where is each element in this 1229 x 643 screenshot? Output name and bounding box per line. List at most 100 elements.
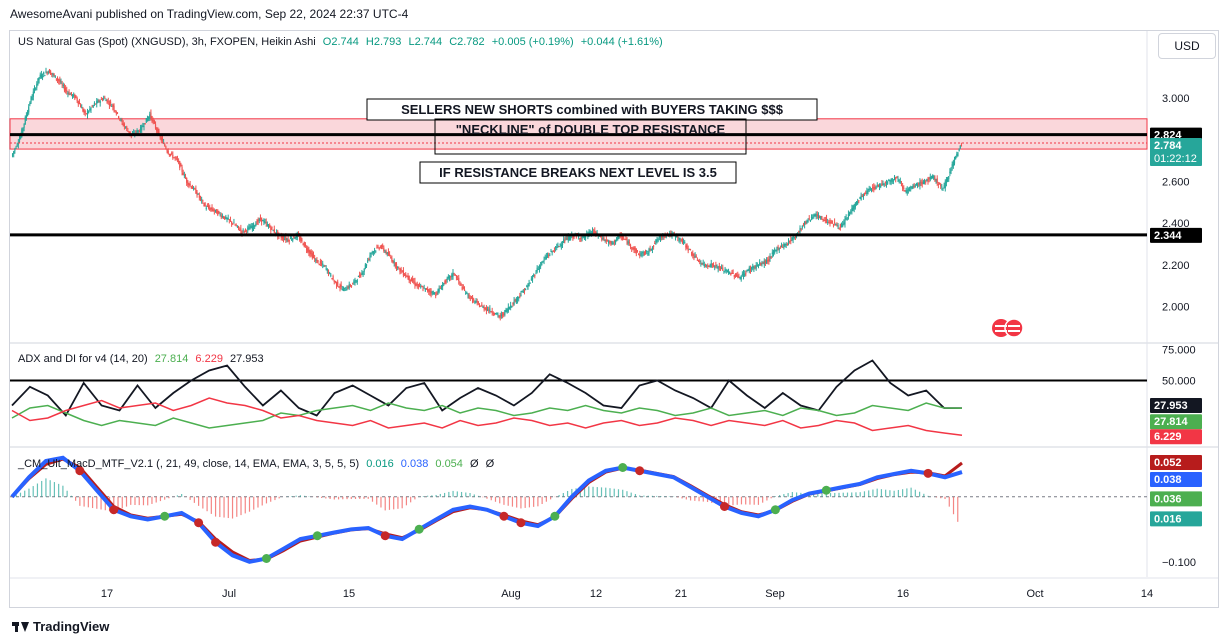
- candle-body: [145, 118, 147, 123]
- candle-body: [657, 239, 659, 241]
- candle-body: [740, 276, 742, 280]
- candle-body: [256, 221, 258, 225]
- symbol-title[interactable]: US Natural Gas (Spot) (XNGUSD), 3h, FXOP…: [18, 36, 316, 48]
- candle-body: [514, 299, 516, 301]
- candle-body: [797, 232, 799, 234]
- candle-body: [66, 90, 68, 92]
- adx-badge-3: 6.229: [1154, 431, 1182, 443]
- candle-body: [259, 217, 262, 220]
- candle-body: [285, 236, 287, 241]
- candle-body: [656, 239, 658, 242]
- candle-body: [301, 239, 303, 241]
- candle-body: [149, 114, 151, 119]
- annotation-box-3: [419, 161, 737, 184]
- candle-body: [186, 177, 188, 183]
- candle-body: [403, 274, 406, 276]
- candle-body: [729, 271, 731, 274]
- candle-body: [604, 239, 606, 241]
- candle-body: [632, 247, 634, 250]
- candle-body: [299, 236, 301, 240]
- candle-body: [911, 186, 913, 189]
- candle-body: [726, 270, 728, 273]
- candle-body: [687, 248, 689, 251]
- candle-body: [545, 256, 547, 259]
- candle-body: [315, 259, 317, 261]
- adx-title[interactable]: ADX and DI for v4 (14, 20): [18, 353, 148, 365]
- candle-body: [776, 247, 778, 252]
- macd-cross-dot: [211, 537, 221, 547]
- candle-body: [623, 237, 625, 239]
- candle-body: [731, 271, 733, 274]
- candle-body: [475, 301, 477, 303]
- candle-body: [778, 247, 780, 250]
- candle-body: [946, 177, 949, 182]
- candle-body: [184, 176, 187, 179]
- candle-body: [263, 221, 265, 223]
- candle-body: [696, 259, 699, 261]
- candle-body: [923, 180, 926, 183]
- candle-body: [427, 288, 429, 292]
- candle-body: [352, 283, 354, 285]
- candle-body: [680, 240, 682, 242]
- currency-button[interactable]: USD: [1158, 33, 1216, 59]
- macd-histogram: [15, 478, 959, 522]
- candle-body: [786, 243, 788, 245]
- candle-body: [398, 267, 400, 269]
- candle-body: [520, 294, 522, 296]
- candle-body: [617, 235, 619, 239]
- candle-body: [647, 253, 649, 255]
- candle-body: [390, 257, 392, 259]
- legend-high: H2.793: [365, 36, 402, 48]
- adx-series-di_plus: [11, 402, 963, 429]
- candle-body: [237, 225, 240, 228]
- candle-body: [582, 236, 584, 238]
- candle-body: [218, 211, 220, 213]
- candle-body: [330, 274, 332, 276]
- candle-body: [246, 230, 248, 232]
- candle-body: [865, 192, 867, 195]
- candle-body: [809, 219, 811, 221]
- candle-body: [20, 135, 22, 139]
- candle-body: [369, 255, 371, 258]
- candle-body: [126, 126, 128, 129]
- candle-body: [412, 278, 414, 282]
- candle-body: [275, 232, 278, 234]
- candle-body: [942, 189, 944, 191]
- candle-body: [933, 175, 935, 180]
- candle-body: [157, 128, 159, 135]
- candle-body: [958, 149, 960, 151]
- candle-body: [216, 209, 218, 214]
- candle-body: [556, 246, 558, 248]
- candle-body: [507, 306, 509, 312]
- candle-body: [636, 251, 639, 253]
- candle-body: [141, 125, 143, 131]
- candle-body: [232, 223, 234, 225]
- candle-body: [877, 184, 880, 187]
- candle-body: [97, 100, 99, 103]
- candle-body: [658, 236, 660, 238]
- candle-body: [927, 179, 929, 182]
- candle-body: [349, 285, 351, 287]
- candle-body: [76, 97, 78, 102]
- candle-body: [391, 257, 393, 262]
- candle-body: [368, 258, 370, 260]
- candle-body: [229, 220, 232, 222]
- candle-body: [578, 236, 580, 238]
- candle-body: [205, 207, 207, 209]
- candle-body: [834, 222, 836, 224]
- candle-body: [300, 236, 302, 242]
- candle-body: [802, 224, 805, 226]
- candle-body: [468, 294, 470, 299]
- time-tick-label: 17: [101, 588, 113, 600]
- candle-body: [181, 167, 183, 172]
- candle-body: [510, 305, 512, 308]
- candle-body: [848, 212, 851, 215]
- candle-body: [679, 238, 681, 241]
- candle-body: [270, 227, 272, 231]
- macd-title[interactable]: _CM_Ult_MacD_MTF_V2.1 (, 21, 49, close, …: [18, 458, 360, 470]
- candle-body: [320, 263, 323, 265]
- candle-body: [844, 219, 846, 225]
- candle-body: [265, 221, 267, 224]
- candle-body: [84, 110, 86, 113]
